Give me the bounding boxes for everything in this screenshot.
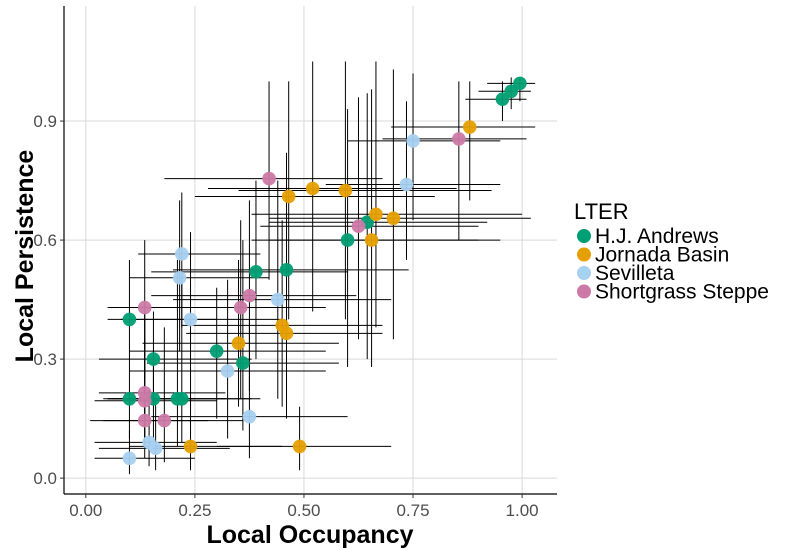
data-point [452,132,466,146]
data-point [364,233,379,247]
data-point [305,181,320,196]
data-point [183,439,198,454]
legend-label: Sevilleta [595,262,675,285]
data-point [122,312,137,327]
y-axis-title: Local Persistence [11,150,39,363]
point-layer [122,76,527,466]
data-point [242,409,257,424]
legend-key [577,247,591,262]
legend-key [577,266,591,280]
x-tick-label: 0.75 [396,501,429,520]
data-point [369,207,383,222]
data-point [292,439,307,454]
data-point [242,288,257,303]
data-point [513,76,527,91]
y-tick-label: 0.9 [33,112,57,131]
legend-label: Shortgrass Steppe [595,281,769,304]
y-tick-label: 0.6 [33,231,57,250]
data-point [338,183,353,198]
data-point [148,441,163,456]
data-point [262,171,276,186]
data-point [220,364,235,378]
data-point [172,270,187,285]
data-point [495,92,510,107]
data-point [137,393,152,408]
data-point [399,177,414,192]
x-axis-title: Local Occupancy [206,521,413,549]
data-point [340,233,355,247]
x-tick-label: 0.00 [69,501,102,520]
legend-key [577,284,591,299]
data-point [279,263,294,277]
data-point [137,300,152,315]
data-point [386,211,401,226]
data-point [146,352,161,366]
data-point [279,326,294,341]
x-tick-label: 0.25 [178,501,211,520]
axis-layer: 0.00 0.25 0.50 0.75 1.00 0.0 0.3 0.6 0.9 [33,6,557,520]
label-layer: Local Occupancy Local Persistence [11,150,414,549]
legend-label: H.J. Andrews [595,225,719,248]
data-point [351,219,366,233]
legend-label: Jornada Basin [595,244,729,267]
data-point [122,451,137,466]
data-point [122,391,137,406]
data-point [209,344,224,358]
data-point [249,265,263,279]
data-point [233,300,248,315]
x-tick-label: 0.50 [287,501,320,520]
data-point [281,189,296,204]
data-point [157,413,172,428]
x-tick-label: 1.00 [506,501,539,520]
data-point [406,134,420,148]
y-tick-label: 0.0 [33,469,57,488]
data-point [183,312,198,327]
data-point [174,391,189,406]
y-tick-label: 0.3 [33,350,57,369]
data-point [231,336,246,351]
data-point [236,356,250,370]
legend-title: LTER [574,199,629,224]
data-point [462,120,477,134]
legend-key [577,229,591,243]
data-point [174,247,189,261]
data-point [504,84,518,99]
data-point [137,413,152,428]
data-point [270,292,285,307]
